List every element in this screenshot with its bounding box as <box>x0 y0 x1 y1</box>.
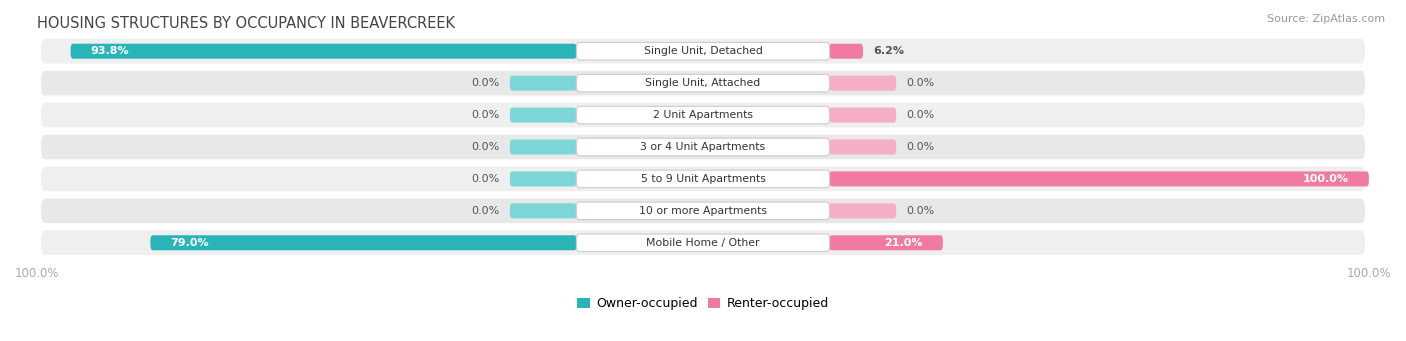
FancyBboxPatch shape <box>830 235 943 250</box>
Text: HOUSING STRUCTURES BY OCCUPANCY IN BEAVERCREEK: HOUSING STRUCTURES BY OCCUPANCY IN BEAVE… <box>37 16 456 31</box>
FancyBboxPatch shape <box>510 107 576 122</box>
FancyBboxPatch shape <box>150 235 576 250</box>
FancyBboxPatch shape <box>510 172 576 187</box>
FancyBboxPatch shape <box>41 71 1365 95</box>
Text: 0.0%: 0.0% <box>907 142 935 152</box>
Text: 100.0%: 100.0% <box>1303 174 1348 184</box>
Text: 0.0%: 0.0% <box>907 206 935 216</box>
FancyBboxPatch shape <box>576 234 830 252</box>
FancyBboxPatch shape <box>830 172 1369 187</box>
Text: 10 or more Apartments: 10 or more Apartments <box>638 206 768 216</box>
FancyBboxPatch shape <box>41 198 1365 223</box>
FancyBboxPatch shape <box>830 76 896 91</box>
Text: 93.8%: 93.8% <box>90 46 129 56</box>
Text: 0.0%: 0.0% <box>907 110 935 120</box>
FancyBboxPatch shape <box>41 39 1365 63</box>
FancyBboxPatch shape <box>576 202 830 220</box>
Text: 3 or 4 Unit Apartments: 3 or 4 Unit Apartments <box>641 142 765 152</box>
FancyBboxPatch shape <box>41 231 1365 255</box>
FancyBboxPatch shape <box>830 203 896 218</box>
Text: Source: ZipAtlas.com: Source: ZipAtlas.com <box>1267 14 1385 24</box>
Text: 2 Unit Apartments: 2 Unit Apartments <box>652 110 754 120</box>
FancyBboxPatch shape <box>510 76 576 91</box>
Legend: Owner-occupied, Renter-occupied: Owner-occupied, Renter-occupied <box>572 292 834 315</box>
FancyBboxPatch shape <box>70 44 576 59</box>
FancyBboxPatch shape <box>576 138 830 156</box>
FancyBboxPatch shape <box>510 139 576 154</box>
FancyBboxPatch shape <box>830 44 863 59</box>
Text: Single Unit, Detached: Single Unit, Detached <box>644 46 762 56</box>
FancyBboxPatch shape <box>576 74 830 92</box>
Text: Mobile Home / Other: Mobile Home / Other <box>647 238 759 248</box>
FancyBboxPatch shape <box>830 107 896 122</box>
Text: 0.0%: 0.0% <box>471 78 499 88</box>
FancyBboxPatch shape <box>41 135 1365 159</box>
FancyBboxPatch shape <box>510 203 576 218</box>
Text: 0.0%: 0.0% <box>471 110 499 120</box>
FancyBboxPatch shape <box>576 42 830 60</box>
Text: 5 to 9 Unit Apartments: 5 to 9 Unit Apartments <box>641 174 765 184</box>
Text: 21.0%: 21.0% <box>884 238 922 248</box>
Text: Single Unit, Attached: Single Unit, Attached <box>645 78 761 88</box>
Text: 0.0%: 0.0% <box>907 78 935 88</box>
Text: 6.2%: 6.2% <box>873 46 904 56</box>
Text: 0.0%: 0.0% <box>471 206 499 216</box>
Text: 0.0%: 0.0% <box>471 142 499 152</box>
FancyBboxPatch shape <box>41 167 1365 191</box>
FancyBboxPatch shape <box>576 106 830 124</box>
Text: 79.0%: 79.0% <box>170 238 209 248</box>
Text: 0.0%: 0.0% <box>471 174 499 184</box>
FancyBboxPatch shape <box>576 170 830 188</box>
FancyBboxPatch shape <box>830 139 896 154</box>
FancyBboxPatch shape <box>41 103 1365 127</box>
